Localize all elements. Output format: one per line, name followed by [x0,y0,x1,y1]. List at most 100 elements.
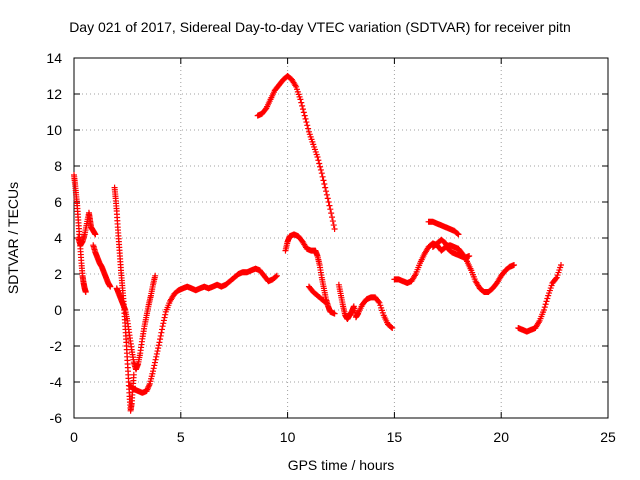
x-tick-label: 20 [493,429,509,445]
data-point [316,160,323,167]
series-track-n [515,262,565,335]
series-track-m [429,236,473,261]
data-point [303,119,310,126]
data-point [558,262,565,268]
series-track-c [90,242,114,290]
data-point [329,214,336,221]
data-point [542,301,549,308]
data-point [299,102,306,109]
data-point [455,231,462,238]
y-tick-label: -2 [50,338,63,354]
data-point [543,298,550,305]
data-point [273,273,280,280]
data-point [159,323,166,330]
data-point [454,230,461,237]
data-point [320,177,327,184]
data-point [330,222,337,229]
data-point [552,275,559,282]
data-point [302,115,309,122]
series-track-i [305,283,330,306]
y-tick-label: 6 [54,194,62,210]
y-tick-label: 10 [46,122,62,138]
data-point [155,345,162,352]
series-track-h [282,231,338,317]
data-point [107,283,114,290]
data-point [160,320,167,327]
data-point [150,368,157,375]
ticks: 0 5 10 15 20 25 -6 -4 -2 0 2 4 6 8 10 12 14 [46,50,616,445]
data-point [325,199,332,205]
series-track-k [391,240,518,295]
data-point [297,96,304,103]
data-point [322,299,329,306]
data-point [544,295,551,302]
data-point [155,342,162,349]
y-tick-label: 2 [54,266,62,282]
x-tick-label: 5 [177,429,185,445]
data-point [328,210,335,217]
data-point [305,125,312,132]
y-tick-label: 14 [46,50,62,66]
data-point [322,184,329,191]
data-point [156,339,163,346]
data-point [323,299,330,306]
data-point [159,326,166,333]
data-point [317,163,324,170]
data-marks [71,73,565,414]
data-point [318,170,325,177]
data-point [151,359,158,366]
data-point [323,191,330,198]
data-point [158,329,165,336]
data-point [540,307,547,313]
data-point [298,99,305,106]
data-point [466,253,473,259]
y-tick-label: 0 [54,302,62,318]
data-point [304,122,311,129]
data-point [326,202,333,209]
data-point [153,350,160,357]
data-point [299,106,306,113]
x-tick-label: 25 [600,429,616,445]
data-point [157,336,164,343]
data-point [151,362,158,369]
data-point [92,231,99,238]
data-point [82,289,89,295]
data-point [314,154,321,160]
y-tick-label: -4 [50,374,63,390]
data-point [162,311,169,318]
data-point [150,365,157,372]
data-point [273,272,280,279]
chart-title: Day 021 of 2017, Sidereal Day-to-day VTE… [69,19,571,35]
y-tick-label: -6 [50,410,63,426]
data-point [161,314,168,321]
data-point [375,298,382,305]
data-point [323,188,330,195]
series-track-j [335,281,396,331]
data-point [152,356,159,363]
series-track-d [111,184,137,414]
y-tick-label: 8 [54,158,62,174]
data-point [327,206,334,213]
series-track-e [113,272,159,373]
data-point [315,157,322,164]
y-tick-label: 4 [54,230,62,246]
data-point [511,262,518,268]
data-point [331,310,338,317]
series-track-f [126,265,280,396]
data-point [329,218,336,225]
data-point [300,109,307,116]
data-point [130,371,137,378]
y-tick-label: 12 [46,86,62,102]
data-point [389,325,396,331]
data-point [331,226,338,232]
series-track-l [425,218,462,238]
data-point [541,304,548,311]
x-tick-label: 0 [70,429,78,445]
grid [74,58,608,418]
data-point [321,181,328,187]
data-point [388,324,395,331]
data-point [324,195,331,202]
x-tick-label: 10 [280,429,296,445]
y-axis-label: SDTVAR / TECUs [5,182,21,294]
